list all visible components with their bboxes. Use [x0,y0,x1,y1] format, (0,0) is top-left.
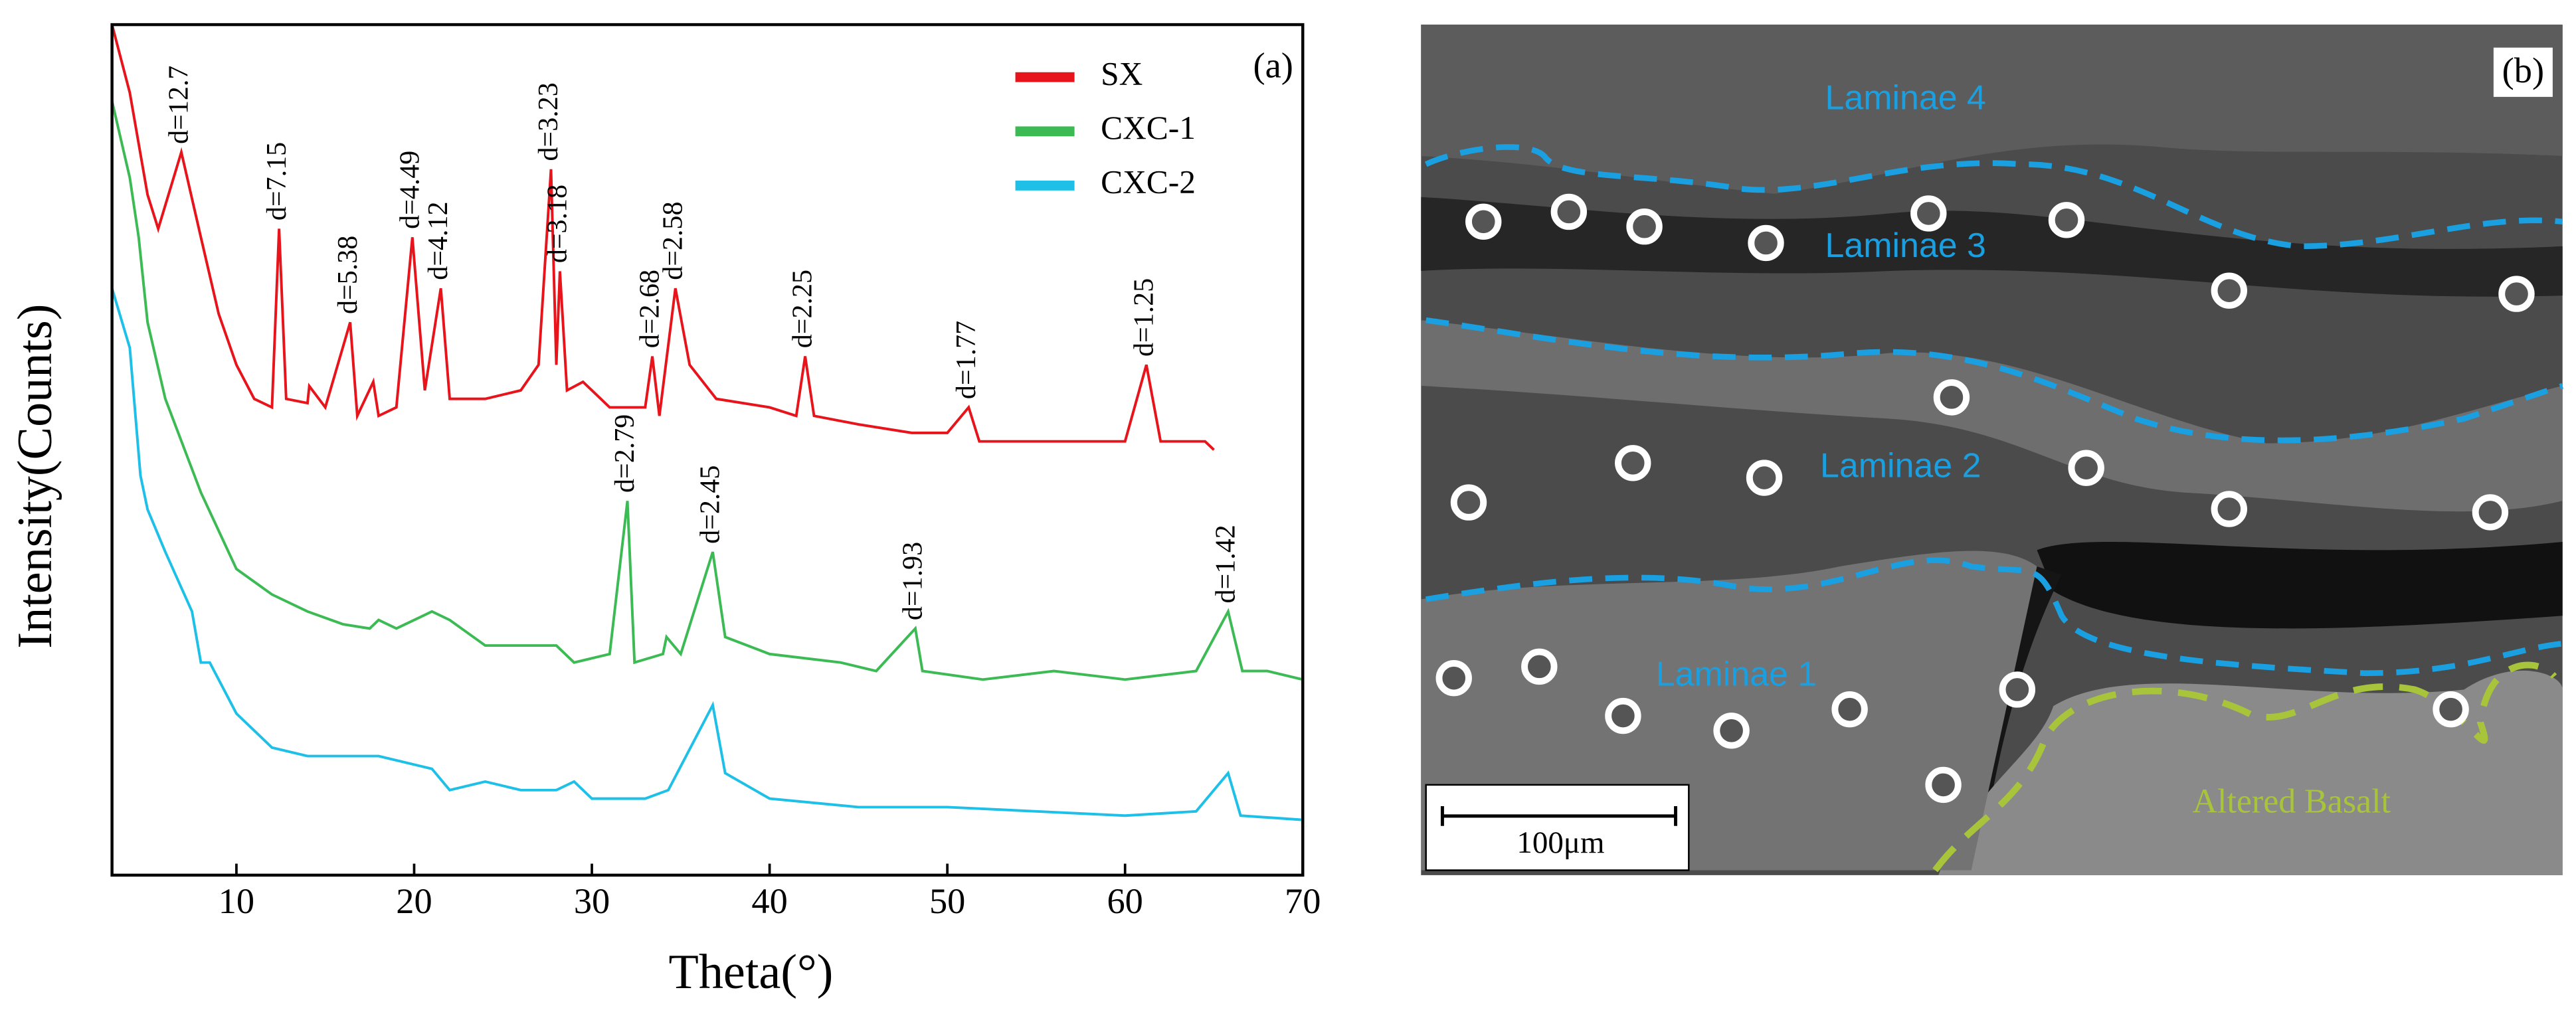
x-tick-label: 50 [929,881,965,921]
scale-bar-label: 100μm [1517,825,1604,860]
peak-label: d=2.68 [635,270,666,348]
peak-label: d=3.23 [533,82,564,161]
sample-point [1925,766,1962,804]
sample-point [2433,691,2469,728]
peak-label: d=5.38 [333,236,363,314]
sample-point [2048,202,2085,238]
peak-label: d=2.79 [610,414,640,493]
scale-bar [1440,806,1678,826]
y-axis-label: Intensity(Counts) [8,304,62,649]
sample-point [1748,224,1784,262]
x-tick-label: 20 [396,881,432,921]
peak-label: d=2.58 [658,202,688,280]
xrd-chart: (a) Theta(°) Intensity(Counts) 10 20 30 40 5… [8,23,1321,999]
legend-label: CXC-2 [1101,164,1196,201]
layer-label: Altered Basalt [2193,782,2391,820]
sample-point [1465,203,1502,240]
x-tick-label: 10 [219,881,254,921]
sample-point [1746,460,1783,496]
peak-label: d=12.7 [164,66,195,144]
peak-label: d=7.15 [262,142,292,220]
sample-point [1910,195,1947,232]
peak-label: d=1.93 [898,542,929,620]
sample-point [2472,494,2509,531]
sample-points [1435,193,2535,804]
peak-label: d=4.12 [423,202,454,280]
sample-point [1605,697,1641,734]
sample-point [1615,445,1651,481]
plot-frame [110,23,1305,877]
x-tick-label: 60 [1107,881,1143,921]
sample-point [1550,193,1588,230]
panel-label: (a) [1253,45,1293,85]
laminae-4-region [1421,25,2563,194]
x-tick-label: 70 [1285,881,1321,921]
boundary-line [1426,317,2563,444]
sample-point [1933,379,1970,416]
peak-label: d=2.25 [788,270,818,348]
sample-point [1435,659,1472,697]
sample-point [2068,450,2104,486]
x-axis-label: Theta(°) [669,945,834,999]
dark-band [1421,197,2563,297]
peak-label: d=1.42 [1211,525,1242,603]
peak-label: d=3.18 [543,185,573,263]
micrograph-panel: Laminae 4 Laminae 3 Laminae 2 Laminae 1 … [1421,25,2563,875]
sample-point [1999,671,2036,708]
sample-point [1450,484,1487,521]
sample-point [1626,209,1663,245]
data-line [110,288,1303,821]
legend-label: SX [1101,56,1143,92]
sample-point [2211,272,2247,309]
legend-label: CXC-1 [1101,110,1196,146]
peak-label: d=2.45 [695,466,726,544]
sample-point [1831,691,1868,728]
sample-point [2498,276,2535,312]
panel-label-box [2493,47,2553,97]
layer-label: Laminae 2 [1820,446,1981,485]
peak-label: d=4.49 [395,151,425,229]
basalt-region [1938,670,2563,875]
peak-label: d=1.25 [1129,278,1159,357]
data-line [110,100,1303,681]
boundary-line [1424,144,2563,250]
x-tick-label: 30 [574,881,610,921]
layer-label: Laminae 4 [1825,79,1985,118]
panel-label: (b) [2502,50,2544,90]
layer-label: Laminae 1 [1656,655,1817,693]
peak-label: d=1.77 [951,321,982,399]
bright-band [1421,320,2563,512]
basalt-boundary [1932,661,2557,873]
sample-point [1521,648,1558,685]
layer-label: Laminae 3 [1825,226,1985,265]
dark-crack [2037,541,2563,629]
x-tick-label: 40 [751,881,787,921]
scale-bar-box [1425,784,1690,871]
sample-point [2211,491,2247,527]
data-line [110,24,1215,451]
boundary-line [1426,557,2563,677]
sample-point [1713,713,1750,749]
